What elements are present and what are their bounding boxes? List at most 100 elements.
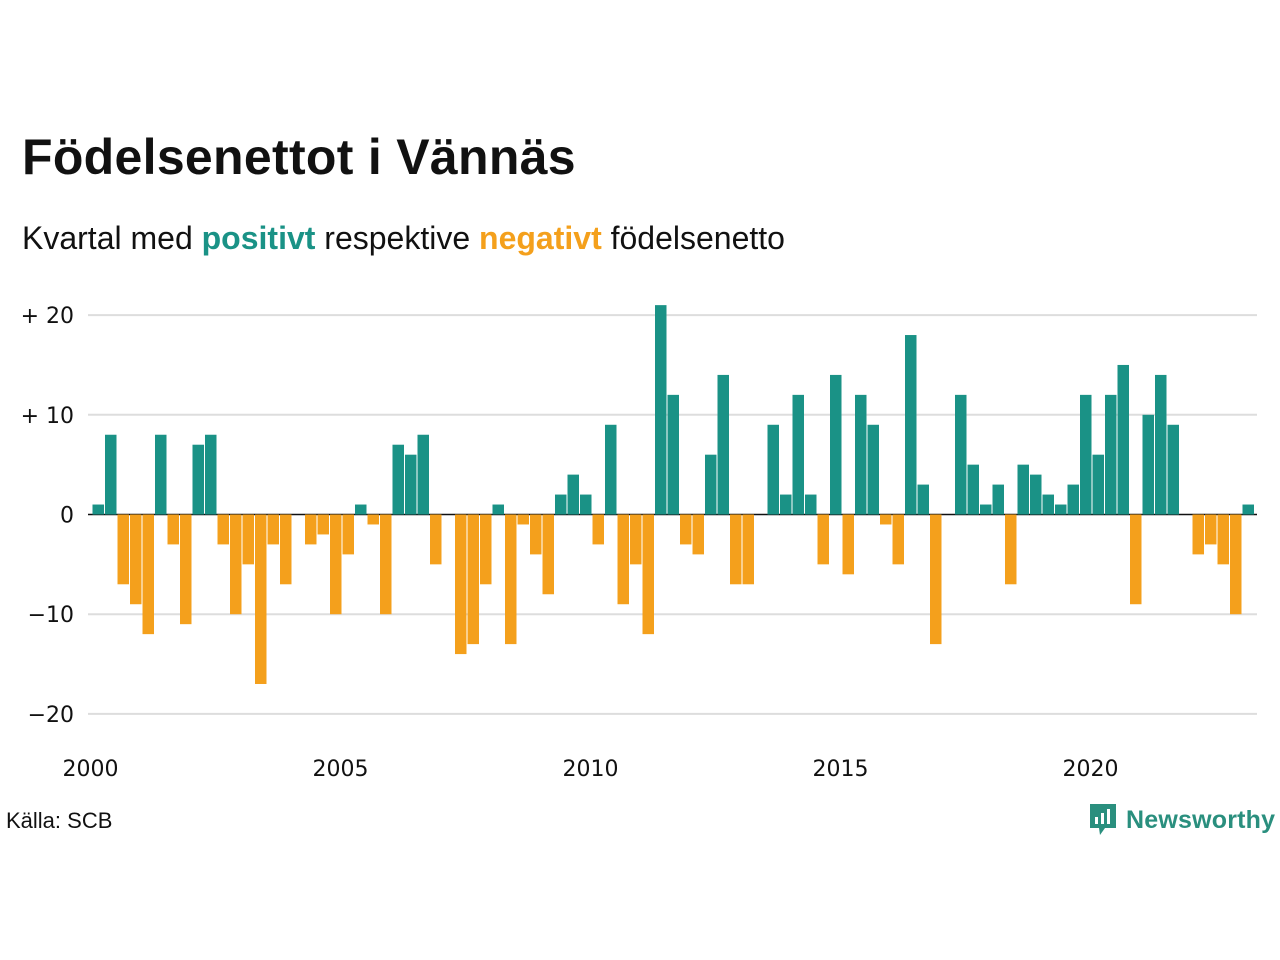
bar (705, 454, 717, 515)
bar (130, 514, 142, 605)
subtitle-negative: negativt (479, 220, 602, 256)
bar (905, 335, 917, 515)
bar (955, 394, 967, 515)
y-tick-label: −10 (28, 603, 74, 628)
bar (242, 514, 254, 565)
bar (680, 514, 692, 545)
x-tick-label: 2020 (1063, 757, 1119, 782)
bar-series (92, 305, 1254, 684)
bar (717, 374, 729, 515)
bar (155, 434, 167, 515)
bar (617, 514, 629, 605)
y-tick-label: + 10 (21, 404, 74, 429)
y-axis-ticks: + 20 + 10 0 −10 −20 (21, 304, 74, 728)
bar (1080, 394, 1092, 515)
bar (1042, 494, 1054, 515)
bar (1055, 504, 1067, 515)
bar (367, 514, 379, 525)
bar (380, 514, 392, 615)
bar (667, 394, 679, 515)
bar (980, 504, 992, 515)
bar (267, 514, 279, 545)
bar (767, 424, 779, 515)
bar (592, 514, 604, 545)
bar (180, 514, 192, 625)
bar-chart: + 20 + 10 0 −10 −20 2000 2005 2010 2015 2020 (21, 304, 1257, 782)
brand-logo[interactable]: Newsworthy (1088, 802, 1275, 838)
bar (1130, 514, 1142, 605)
bar (305, 514, 317, 545)
y-tick-label: −20 (28, 703, 74, 728)
x-tick-label: 2005 (313, 757, 369, 782)
x-tick-label: 2000 (63, 757, 119, 782)
bar (917, 484, 929, 515)
bar (1105, 394, 1117, 515)
bar (867, 424, 879, 515)
bar (1155, 374, 1167, 515)
subtitle-suffix: födelsenetto (601, 220, 785, 256)
bar (542, 514, 554, 595)
subtitle-middle: respektive (315, 220, 480, 256)
bar (1142, 414, 1154, 515)
bar (555, 494, 567, 515)
newsworthy-icon (1090, 804, 1116, 835)
bar (405, 454, 417, 515)
bar (230, 514, 242, 615)
bar (467, 514, 479, 645)
bar (1205, 514, 1217, 545)
bar (780, 494, 792, 515)
bar (817, 514, 829, 565)
bar (142, 514, 154, 635)
bar (1217, 514, 1229, 565)
bar (530, 514, 542, 555)
bar (1030, 474, 1042, 515)
bar (742, 514, 754, 585)
bar (580, 494, 592, 515)
bar (492, 504, 504, 515)
bar (105, 434, 117, 515)
bar (1117, 364, 1129, 515)
x-tick-label: 2015 (813, 757, 869, 782)
bar (517, 514, 529, 525)
y-tick-label: 0 (60, 504, 74, 529)
bar (1017, 464, 1029, 515)
bar (430, 514, 442, 565)
bar (480, 514, 492, 585)
bar (805, 494, 817, 515)
bar (505, 514, 517, 645)
bar (630, 514, 642, 565)
bar (992, 484, 1004, 515)
bar (855, 394, 867, 515)
bar (830, 374, 842, 515)
bar (930, 514, 942, 645)
bar (1242, 504, 1254, 515)
y-tick-label: + 20 (21, 304, 74, 329)
x-axis-ticks: 2000 2005 2010 2015 2020 (63, 757, 1119, 782)
chart-title: Födelsenettot i Vännäs (22, 129, 576, 185)
bar (655, 305, 667, 515)
bar (1092, 454, 1104, 515)
bar (1167, 424, 1179, 515)
bar (342, 514, 354, 555)
bar (842, 514, 854, 575)
bar (355, 504, 367, 515)
bar (967, 464, 979, 515)
bar (330, 514, 342, 615)
bar (192, 444, 204, 515)
bar (217, 514, 229, 545)
bar (792, 394, 804, 515)
subtitle-prefix: Kvartal med (22, 220, 202, 256)
bar (317, 514, 329, 535)
bar (392, 444, 404, 515)
x-tick-label: 2010 (563, 757, 619, 782)
bar (605, 424, 617, 515)
bar (167, 514, 179, 545)
bar (455, 514, 467, 655)
bar (567, 474, 579, 515)
bar (1067, 484, 1079, 515)
source-note: Källa: SCB (6, 808, 113, 833)
subtitle-positive: positivt (201, 220, 316, 256)
bar (255, 514, 267, 684)
brand-name: Newsworthy (1126, 805, 1276, 834)
bar (880, 514, 892, 525)
